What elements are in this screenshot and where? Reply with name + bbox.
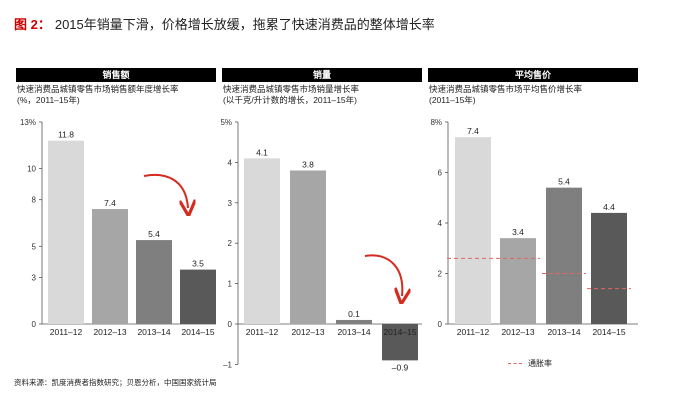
x-tick-label: 2012–13 [291,327,324,337]
x-tick-label: 2013–14 [337,327,370,337]
y-tick-label: 0 [228,320,233,329]
data-label: 7.4 [467,126,479,136]
bar [336,319,372,324]
volume-panel: 销量 快速消费品城镇零售市场销量增长率 (以千克/升计数的增长，2011–15年… [220,68,422,372]
y-tick-label: 0 [32,320,37,329]
price-growth-chart: 0 2 4 6 8% 7.4 2011–12 3.4 2012–13 5.4 2013–14 4.4 2… [430,118,638,337]
y-tick-label: 13% [20,118,36,127]
data-label: 0.1 [348,309,360,319]
bar [244,158,280,324]
data-label: 3.4 [512,227,524,237]
panel-subtitle-volume: 快速消费品城镇零售市场销量增长率 (以千克/升计数的增长，2011–15年) [223,84,360,105]
x-tick-label: 2012–13 [93,327,126,337]
data-label: 3.8 [302,159,314,169]
y-tick-label: 8 [32,196,37,205]
decline-arrow [364,254,402,296]
chart-title: 图 2： 2015年销量下滑，价格增长放缓，拖累了快速消费品的整体增长率 [14,14,435,33]
data-label: 5.4 [558,177,570,187]
bar [546,187,582,324]
data-label: 4.4 [603,202,615,212]
price-panel: 平均售价 快速消费品城镇零售市场平均售价增长率 (2011–15年) 0 2 4 6 8… [428,68,638,368]
title-text: 2015年销量下滑，价格增长放缓，拖累了快速消费品的整体增长率 [54,17,435,32]
data-label: 11.8 [58,130,74,140]
data-label: 5.4 [148,229,160,239]
x-tick-label: 2014–15 [592,327,625,337]
x-tick-label: 2013–14 [137,327,170,337]
x-tick-label: 2011–12 [457,327,490,337]
bar [136,240,172,324]
data-label: 4.1 [256,147,268,157]
y-tick-label: 5% [220,118,232,127]
panel-subtitle-price: 快速消费品城镇零售市场平均售价增长率 (2011–15年) [429,84,583,105]
bar [500,238,536,324]
y-tick-label: 1 [228,280,233,289]
bar [382,324,418,361]
data-label: –0.9 [392,362,409,372]
x-tick-label: 2014–15 [181,327,214,337]
inflation-legend-swatch [508,363,522,365]
y-tick-label: 0 [438,320,443,329]
y-tick-label: 4 [228,158,233,167]
decline-arrow [143,173,188,208]
y-tick-label: –1 [223,360,232,369]
bar [92,209,128,324]
y-tick-label: 8% [430,118,442,127]
x-tick-label: 2012–13 [501,327,534,337]
volume-growth-chart: –1 0 1 2 3 4 5% 4.1 2011–12 3.8 2012–13 0.1 2013–14 –… [220,118,422,372]
panel-header-volume: 销量 [222,68,422,82]
panel-subtitle-sales: 快速消费品城镇零售市场销售额年度增长率 (%，2011–15年) [17,84,179,105]
y-tick-label: 6 [438,169,443,178]
bar [180,269,216,324]
sales-growth-chart: 0 3 5 8 10 13% 11.8 2011–12 7.4 2012–13 5.4 2013–14… [20,118,216,337]
x-tick-label: 2014–15 [383,327,416,337]
y-tick-label: 3 [228,199,233,208]
y-tick-label: 2 [228,239,233,248]
y-tick-label: 2 [438,270,443,279]
bar [591,212,627,324]
source-note: 资料来源：凯度消费者指数研究；贝恩分析，中国国家统计局 [14,378,217,387]
bar [290,170,326,324]
panel-header-price: 平均售价 [428,68,638,82]
y-tick-label: 10 [27,165,36,174]
sales-panel: 销售额 快速消费品城镇零售市场销售额年度增长率 (%，2011–15年) 0 3 5… [16,68,216,368]
x-tick-label: 2011–12 [246,327,279,337]
bar [455,137,491,324]
inflation-legend-label: 通胀率 [528,359,552,368]
figure-label: 图 2： [14,17,51,32]
y-tick-label: 5 [32,242,37,251]
data-label: 3.5 [192,259,204,269]
legend: 通胀率 [508,358,552,369]
panel-header-sales: 销售额 [16,68,216,82]
y-tick-label: 4 [438,219,443,228]
x-tick-label: 2013–14 [547,327,580,337]
y-tick-label: 3 [32,273,37,282]
data-label: 7.4 [104,198,116,208]
bar [48,140,84,324]
x-tick-label: 2011–12 [50,327,83,337]
